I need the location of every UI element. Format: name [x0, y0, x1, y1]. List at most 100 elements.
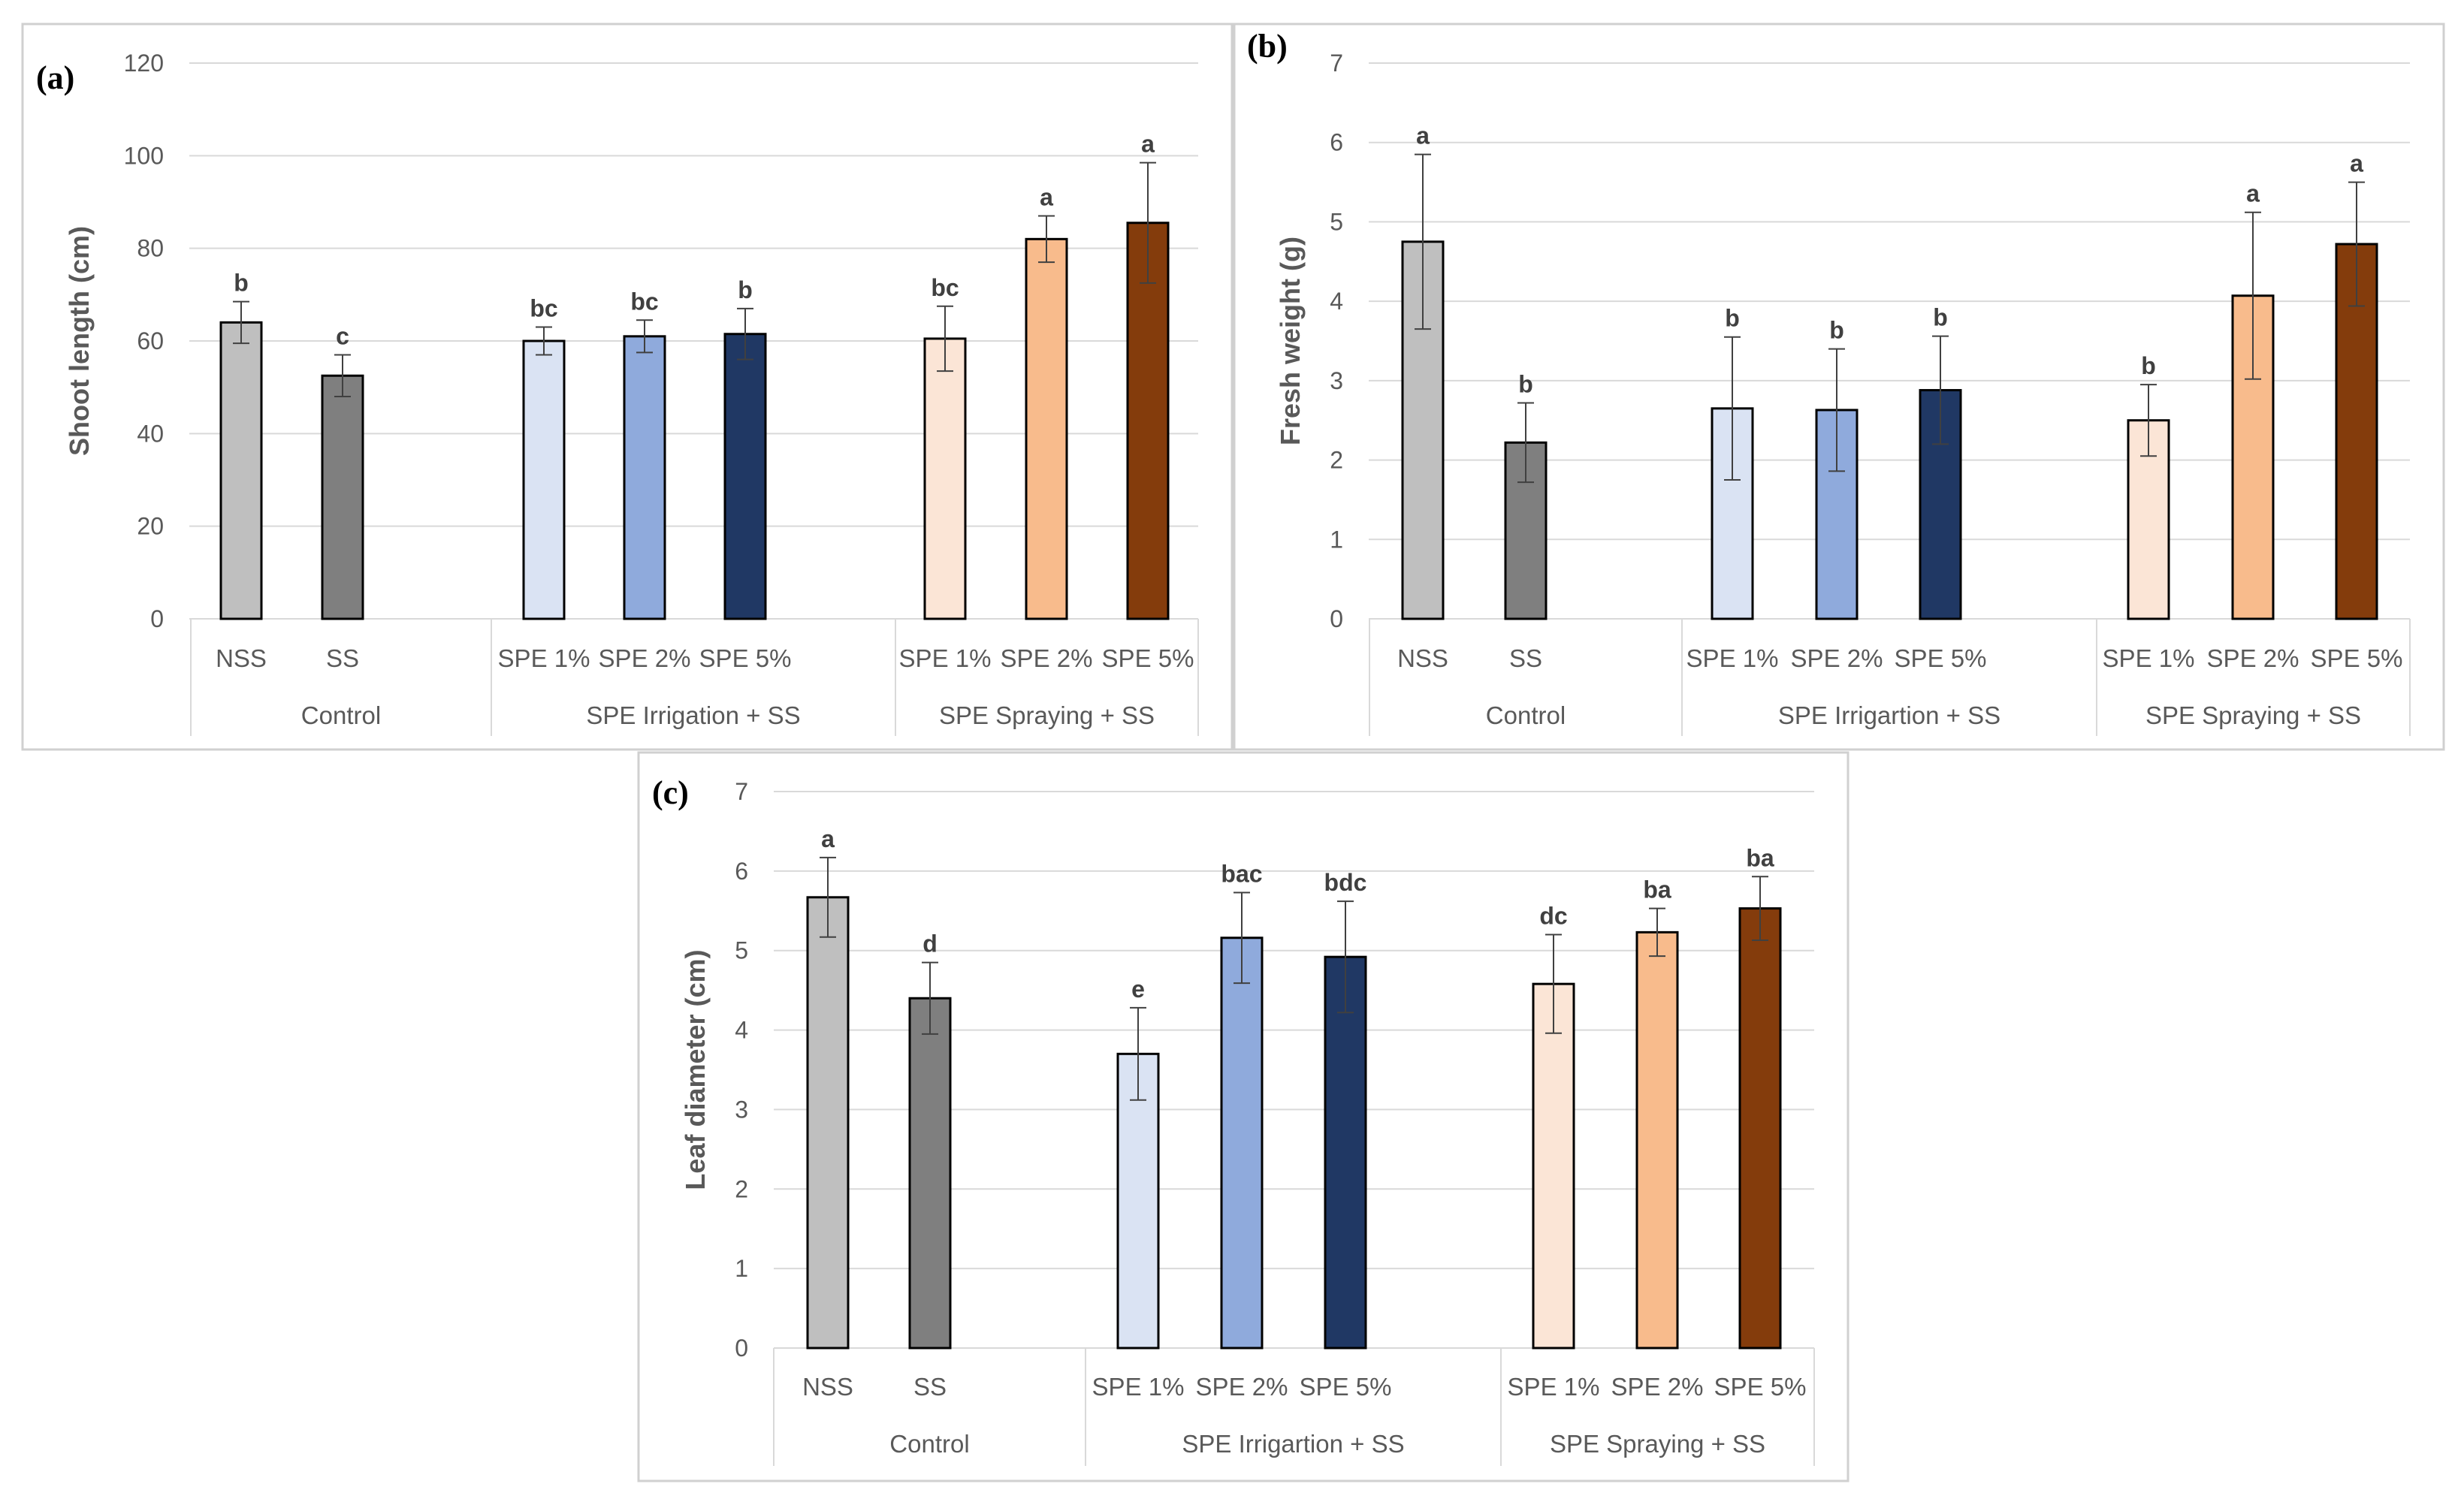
group-label-c-0: Control	[889, 1430, 969, 1458]
y-tick-label-a-6: 120	[124, 50, 164, 77]
group-label-c-1: SPE Irrigartion + SS	[1182, 1430, 1404, 1458]
category-label-a-5: SPE 1%	[899, 644, 992, 672]
y-tick-label-b-5: 5	[1330, 208, 1343, 235]
significance-letter-b-6: a	[2246, 180, 2260, 207]
category-label-a-4: SPE 5%	[699, 644, 792, 672]
group-label-b-0: Control	[1486, 701, 1566, 729]
significance-letter-c-0: a	[821, 825, 835, 852]
chart-a: 0 20 40 60 80 100 120 b NSS c SS bc SPE 1% bc SPE 2% b S…	[36, 50, 1199, 736]
category-label-a-3: SPE 2%	[599, 644, 691, 672]
y-tick-label-b-4: 4	[1330, 288, 1343, 315]
category-label-c-0: NSS	[802, 1373, 853, 1401]
y-tick-label-a-5: 100	[124, 142, 164, 169]
y-tick-label-b-7: 7	[1330, 50, 1343, 77]
bar-a-6	[1025, 237, 1068, 620]
category-label-c-4: SPE 5%	[1300, 1373, 1392, 1401]
panel-c-frame	[637, 751, 1850, 1482]
category-label-c-2: SPE 1%	[1092, 1373, 1185, 1401]
category-label-b-7: SPE 5%	[2311, 644, 2403, 672]
y-tick-label-c-5: 5	[735, 937, 748, 964]
significance-letter-a-7: a	[1141, 131, 1155, 158]
significance-letter-c-2: e	[1131, 976, 1145, 1003]
y-tick-label-b-6: 6	[1330, 129, 1343, 156]
significance-letter-a-3: bc	[630, 288, 658, 315]
y-tick-label-a-0: 0	[150, 605, 164, 632]
significance-letter-a-4: b	[738, 276, 753, 303]
y-tick-label-c-0: 0	[735, 1335, 748, 1362]
category-label-a-6: SPE 2%	[1001, 644, 1093, 672]
significance-letter-c-6: ba	[1643, 876, 1671, 903]
category-label-c-6: SPE 2%	[1611, 1373, 1704, 1401]
group-label-a-0: Control	[301, 701, 381, 729]
category-label-a-0: NSS	[216, 644, 267, 672]
y-tick-label-c-6: 6	[735, 858, 748, 885]
significance-letter-c-5: dc	[1539, 903, 1567, 930]
y-tick-label-b-1: 1	[1330, 526, 1343, 553]
significance-letter-c-4: bdc	[1324, 869, 1367, 896]
category-label-b-0: NSS	[1397, 644, 1448, 672]
group-label-a-1: SPE Irrigation + SS	[586, 701, 800, 729]
bar-c-0	[806, 896, 850, 1350]
significance-letter-b-4: b	[1933, 304, 1948, 331]
significance-letter-c-3: bac	[1221, 860, 1262, 887]
category-label-a-1: SS	[326, 644, 359, 672]
group-label-c-2: SPE Spraying + SS	[1550, 1430, 1765, 1458]
bar-a-1	[321, 374, 364, 620]
category-label-b-4: SPE 5%	[1895, 644, 1987, 672]
bar-a-5	[923, 337, 967, 620]
category-label-b-5: SPE 1%	[2103, 644, 2195, 672]
significance-letter-b-1: b	[1518, 370, 1533, 397]
y-tick-label-a-3: 60	[137, 327, 164, 354]
y-tick-label-a-2: 40	[137, 420, 164, 447]
y-tick-label-c-4: 4	[735, 1017, 748, 1044]
group-label-b-1: SPE Irrigartion + SS	[1778, 701, 2000, 729]
significance-letter-b-3: b	[1829, 317, 1844, 344]
chart-c: 0 1 2 3 4 5 6 7 a NSS d SS e SPE 1% bac SPE 2% bdc SPE 5%…	[652, 774, 1815, 1466]
significance-letter-c-7: ba	[1746, 844, 1774, 871]
y-axis-title-a: Shoot length (cm)	[64, 226, 95, 456]
category-label-b-1: SS	[1509, 644, 1542, 672]
panel-a-frame	[21, 23, 1234, 751]
significance-letter-a-1: c	[336, 323, 349, 350]
bar-c-2	[1116, 1052, 1160, 1350]
bar-a-2	[522, 339, 566, 620]
panel-label-c: (c)	[652, 774, 689, 811]
category-label-c-3: SPE 2%	[1196, 1373, 1288, 1401]
y-tick-label-a-1: 20	[137, 513, 164, 540]
panel-b-frame	[1233, 23, 2445, 751]
significance-letter-a-0: b	[234, 270, 249, 297]
panel-label-a: (a)	[36, 59, 74, 96]
y-tick-label-a-4: 80	[137, 235, 164, 262]
significance-letter-b-7: a	[2350, 150, 2363, 177]
y-tick-label-b-0: 0	[1330, 605, 1343, 632]
y-tick-label-c-2: 2	[735, 1175, 748, 1202]
y-axis-title-b: Fresh weight (g)	[1275, 237, 1306, 445]
category-label-c-5: SPE 1%	[1508, 1373, 1600, 1401]
bar-c-1	[908, 997, 952, 1350]
y-tick-label-b-2: 2	[1330, 447, 1343, 474]
significance-letter-b-5: b	[2141, 352, 2156, 379]
bar-a-7	[1126, 222, 1170, 620]
category-label-a-7: SPE 5%	[1102, 644, 1194, 672]
category-label-a-2: SPE 1%	[498, 644, 590, 672]
y-tick-label-b-3: 3	[1330, 367, 1343, 394]
bar-a-0	[219, 321, 263, 620]
bar-a-4	[723, 333, 767, 620]
significance-letter-a-5: bc	[931, 274, 959, 301]
bar-c-6	[1635, 930, 1679, 1350]
category-label-b-3: SPE 2%	[1791, 644, 1883, 672]
group-label-a-2: SPE Spraying + SS	[939, 701, 1155, 729]
chart-b: 0 1 2 3 4 5 6 7 a NSS b SS b SPE 1% b SPE 2% b SPE 5% b SPE…	[1247, 28, 2411, 736]
bar-c-5	[1532, 982, 1575, 1350]
bar-b-7	[2335, 243, 2378, 620]
significance-letter-b-2: b	[1725, 305, 1740, 332]
significance-letter-b-0: a	[1416, 122, 1430, 149]
y-axis-title-c: Leaf diameter (cm)	[680, 949, 711, 1190]
bar-a-3	[623, 335, 666, 620]
category-label-c-1: SS	[913, 1373, 947, 1401]
significance-letter-a-6: a	[1040, 184, 1053, 211]
category-label-c-7: SPE 5%	[1714, 1373, 1807, 1401]
bar-c-4	[1324, 955, 1367, 1350]
group-label-b-2: SPE Spraying + SS	[2145, 701, 2361, 729]
